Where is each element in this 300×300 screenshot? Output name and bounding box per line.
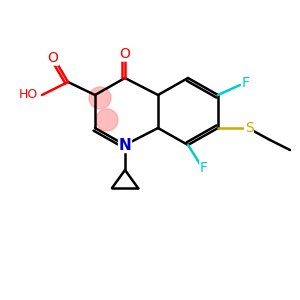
Circle shape bbox=[89, 87, 111, 109]
Text: N: N bbox=[118, 137, 131, 152]
Text: S: S bbox=[244, 121, 253, 135]
Text: O: O bbox=[48, 51, 58, 65]
Text: F: F bbox=[242, 76, 250, 90]
Text: O: O bbox=[120, 47, 130, 61]
Text: HO: HO bbox=[19, 88, 38, 101]
Circle shape bbox=[96, 109, 118, 131]
Text: F: F bbox=[200, 161, 208, 175]
